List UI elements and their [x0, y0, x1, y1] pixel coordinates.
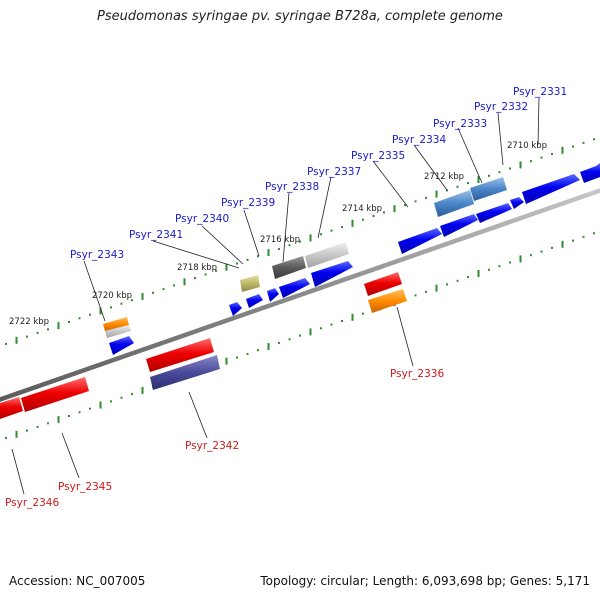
gene-reverse — [0, 397, 23, 419]
gene-forward — [398, 228, 442, 254]
map-title: Pseudomonas syringae pv. syringae B728a,… — [97, 9, 503, 24]
kbp-label: 2710 kbp — [507, 141, 547, 151]
gene-label: Psyr_2342 — [185, 440, 239, 452]
kbp-label: 2720 kbp — [92, 291, 132, 301]
gene-label: Psyr_2334 — [392, 134, 446, 146]
reverse-genes — [0, 272, 407, 419]
gene-label: Psyr_2346 — [5, 497, 59, 509]
gene-forward — [580, 163, 600, 183]
kbp-label: 2718 kbp — [177, 263, 217, 273]
gene-forward — [109, 336, 134, 355]
gene-reverse — [21, 377, 89, 412]
gene-forward — [105, 325, 131, 338]
gene-label: Psyr_2341 — [129, 229, 183, 241]
gene-label: Psyr_2332 — [474, 101, 528, 113]
callout-lines — [11, 97, 540, 495]
gene-label: Psyr_2331 — [513, 86, 567, 98]
gene-forward — [272, 256, 306, 279]
accession-text: Accession: NC_007005 — [9, 574, 146, 588]
gene-label: Psyr_2337 — [307, 166, 361, 178]
gene-forward — [279, 278, 310, 298]
kbp-label: 2714 kbp — [342, 204, 382, 214]
gene-label: Psyr_2345 — [58, 481, 112, 493]
gene-reverse — [150, 355, 220, 390]
gene-reverse — [368, 289, 407, 313]
gene-reverse — [146, 338, 214, 372]
gene-forward — [240, 275, 260, 292]
forward-genes — [103, 163, 600, 355]
gene-label: Psyr_2340 — [175, 213, 229, 225]
gene-forward — [440, 214, 478, 237]
gene-forward — [267, 288, 279, 302]
gene-label: Psyr_2338 — [265, 181, 319, 193]
position-labels: 2710 kbp 2712 kbp 2714 kbp 2716 kbp 2718… — [9, 141, 547, 327]
gene-forward — [510, 197, 524, 209]
gene-forward — [229, 302, 242, 316]
gene-reverse — [364, 272, 402, 296]
gene-forward — [434, 190, 474, 217]
kbp-label: 2722 kbp — [9, 317, 49, 327]
gene-forward — [470, 177, 507, 201]
gene-forward — [476, 203, 512, 223]
forward-gene-labels: Psyr_2331 Psyr_2332 Psyr_2333 Psyr_2334 … — [70, 86, 567, 261]
gene-label: Psyr_2339 — [221, 197, 275, 209]
gene-forward — [246, 294, 263, 308]
genome-backbone — [0, 188, 600, 402]
reverse-gene-labels: Psyr_2336 Psyr_2342 Psyr_2345 Psyr_2346 — [5, 368, 444, 509]
gene-label: Psyr_2336 — [390, 368, 444, 380]
gene-label: Psyr_2335 — [351, 150, 405, 162]
gene-forward — [311, 261, 353, 287]
gene-forward — [305, 242, 349, 268]
kbp-label: 2712 kbp — [424, 172, 464, 182]
gene-label: Psyr_2333 — [433, 118, 487, 130]
kbp-label: 2716 kbp — [260, 235, 300, 245]
gene-label: Psyr_2343 — [70, 249, 124, 261]
genome-summary: Topology: circular; Length: 6,093,698 bp… — [260, 574, 590, 588]
gene-forward — [103, 317, 129, 331]
gene-forward — [522, 174, 580, 204]
